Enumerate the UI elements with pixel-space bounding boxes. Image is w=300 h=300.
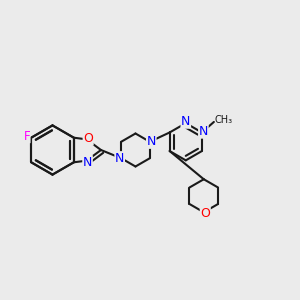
- Text: F: F: [23, 130, 30, 143]
- Text: N: N: [115, 152, 124, 165]
- Text: N: N: [199, 125, 208, 138]
- Text: N: N: [147, 135, 156, 148]
- Text: O: O: [83, 132, 93, 145]
- Text: CH₃: CH₃: [215, 116, 233, 125]
- Text: O: O: [200, 207, 210, 220]
- Text: N: N: [83, 156, 92, 169]
- Text: N: N: [181, 115, 190, 128]
